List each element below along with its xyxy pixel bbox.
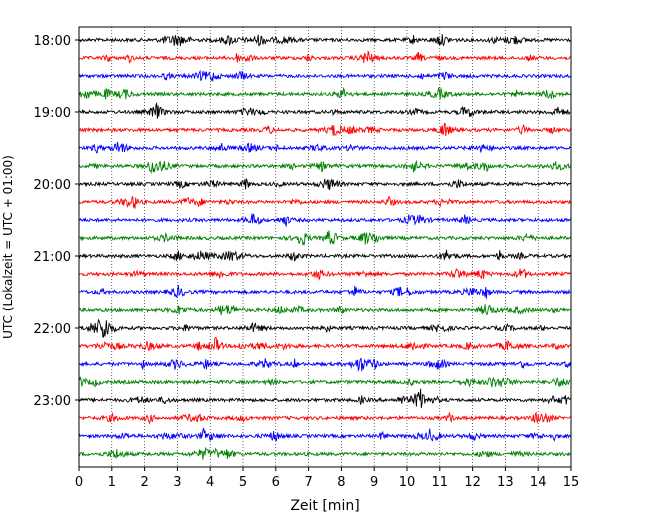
trace-2215 <box>78 336 571 352</box>
grid-lines <box>111 27 539 467</box>
x-tick-label: 15 <box>563 475 580 490</box>
x-tick-label: 5 <box>239 475 247 490</box>
trace-2300 <box>78 388 571 409</box>
x-tick-label: 7 <box>304 475 312 490</box>
y-tick-label: 19:00 <box>34 106 71 121</box>
y-tick-label: 23:00 <box>34 394 71 409</box>
x-tick-label: 4 <box>206 475 214 490</box>
x-tick-label: 9 <box>370 475 378 490</box>
y-tick-label: 21:00 <box>34 250 71 265</box>
trace-1830 <box>78 69 571 82</box>
x-axis-label: Zeit [min] <box>290 498 359 514</box>
seismic-traces <box>78 34 571 460</box>
x-tick-label: 2 <box>140 475 148 490</box>
y-axis-ticks: 18:00 19:00 20:00 21:00 22:00 23:00 <box>34 34 79 409</box>
trace-2145 <box>78 304 571 316</box>
trace-2130 <box>78 284 571 299</box>
x-tick-label: 10 <box>399 475 416 490</box>
x-tick-label: 1 <box>108 475 116 490</box>
x-axis-ticks: 0 1 2 3 4 5 6 7 8 9 10 11 12 13 14 15 <box>75 467 579 490</box>
plot-frame <box>78 26 572 468</box>
trace-2245 <box>78 376 571 388</box>
trace-2345 <box>78 446 571 460</box>
trace-2315 <box>78 411 571 425</box>
trace-2100 <box>78 249 571 262</box>
trace-2015 <box>78 195 571 209</box>
trace-1915 <box>78 122 571 137</box>
trace-2000 <box>78 177 571 191</box>
y-tick-label: 18:00 <box>34 34 71 49</box>
trace-2200 <box>78 318 571 338</box>
trace-1900 <box>78 101 571 119</box>
y-tick-label: 20:00 <box>34 178 71 193</box>
x-tick-label: 14 <box>530 475 547 490</box>
trace-2330 <box>78 427 571 442</box>
trace-2230 <box>78 357 571 372</box>
trace-1845 <box>78 86 571 100</box>
y-tick-label: 22:00 <box>34 322 71 337</box>
x-tick-label: 11 <box>432 475 449 490</box>
trace-1815 <box>78 49 571 64</box>
y-axis-label: UTC (Lokalzeit = UTC + 01:00) <box>1 155 15 339</box>
x-tick-label: 0 <box>75 475 83 490</box>
trace-1800 <box>78 34 571 47</box>
x-tick-label: 12 <box>464 475 481 490</box>
x-tick-label: 3 <box>173 475 181 490</box>
trace-2030 <box>78 213 571 228</box>
trace-2045 <box>78 230 571 246</box>
trace-2115 <box>78 268 571 281</box>
trace-1945 <box>78 159 571 175</box>
x-tick-label: 8 <box>337 475 345 490</box>
x-tick-label: 6 <box>272 475 280 490</box>
trace-1930 <box>78 141 571 154</box>
x-tick-label: 13 <box>497 475 514 490</box>
